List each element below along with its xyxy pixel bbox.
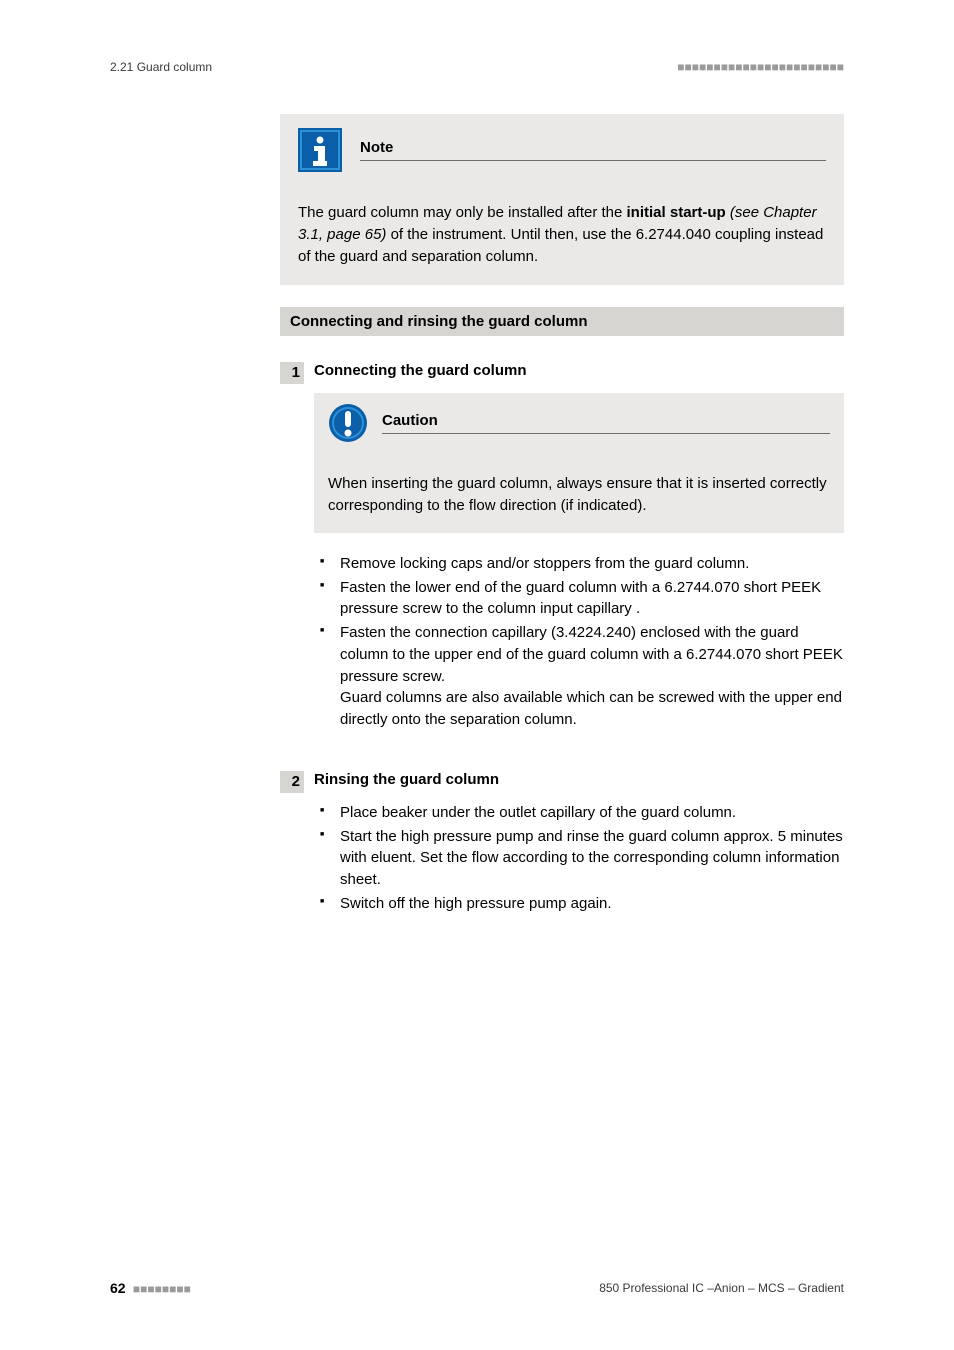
header-section: 2.21 Guard column bbox=[110, 60, 212, 74]
footer-dashes: ■■■■■■■■ bbox=[133, 1282, 191, 1296]
header-dashes: ■■■■■■■■■■■■■■■■■■■■■■■ bbox=[677, 60, 844, 74]
list-item: Switch off the high pressure pump again. bbox=[314, 893, 844, 915]
step-number: 2 bbox=[280, 771, 304, 793]
note-box: Note The guard column may only be instal… bbox=[280, 114, 844, 285]
note-text-pre: The guard column may only be installed a… bbox=[298, 204, 627, 221]
caution-body: When inserting the guard column, always … bbox=[328, 473, 830, 517]
bullet-text-b: Guard columns are also available which c… bbox=[340, 689, 842, 728]
note-text-bold: initial start-up bbox=[627, 204, 726, 221]
list-item: Fasten the lower end of the guard column… bbox=[314, 577, 844, 621]
info-icon bbox=[298, 128, 342, 172]
caution-box: Caution When inserting the guard column,… bbox=[314, 393, 844, 533]
step2-bullets: Place beaker under the outlet capillary … bbox=[314, 802, 844, 915]
page-number: 62 bbox=[110, 1280, 126, 1296]
step1-bullets: Remove locking caps and/or stoppers from… bbox=[314, 553, 844, 731]
list-item: Remove locking caps and/or stoppers from… bbox=[314, 553, 844, 575]
step1-title: Connecting the guard column bbox=[314, 362, 844, 379]
step-1: 1 Connecting the guard column bbox=[280, 362, 844, 733]
step-number: 1 bbox=[280, 362, 304, 384]
bullet-text-a: Fasten the connection capillary (3.4224.… bbox=[340, 624, 843, 685]
footer: 62 ■■■■■■■■ 850 Professional IC –Anion –… bbox=[110, 1280, 844, 1296]
step-2: 2 Rinsing the guard column Place beaker … bbox=[280, 771, 844, 917]
list-item: Place beaker under the outlet capillary … bbox=[314, 802, 844, 824]
section-heading: Connecting and rinsing the guard column bbox=[280, 307, 844, 336]
note-title: Note bbox=[360, 139, 826, 161]
warning-icon bbox=[328, 403, 368, 443]
step2-title: Rinsing the guard column bbox=[314, 771, 844, 788]
list-item: Fasten the connection capillary (3.4224.… bbox=[314, 622, 844, 731]
note-body: The guard column may only be installed a… bbox=[298, 202, 826, 267]
list-item: Start the high pressure pump and rinse t… bbox=[314, 826, 844, 891]
caution-title: Caution bbox=[382, 412, 830, 434]
footer-doc-title: 850 Professional IC –Anion – MCS – Gradi… bbox=[599, 1281, 844, 1295]
